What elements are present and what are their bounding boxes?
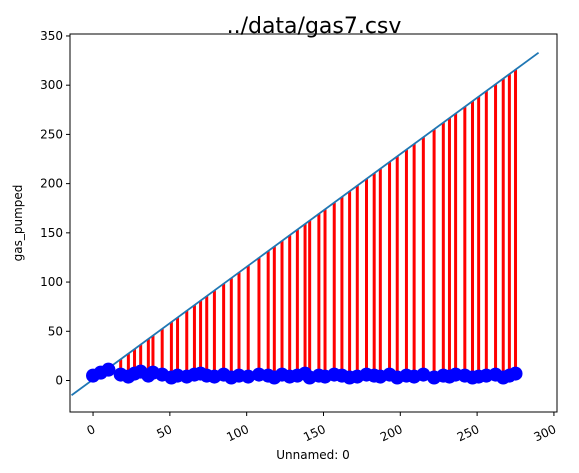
data-point	[416, 367, 431, 382]
y-tick-label: 350	[40, 29, 63, 43]
fit-line	[71, 51, 540, 396]
y-axis: 0 50 100 150 200 250 300 350	[40, 29, 70, 388]
y-tick-label: 50	[48, 324, 63, 338]
chart-title: ../data/gas7.csv	[227, 14, 402, 39]
x-axis: 0 50 100 150 200 250 300	[85, 412, 559, 444]
x-axis-label: Unnamed: 0	[276, 448, 350, 462]
y-tick-label: 300	[40, 78, 63, 92]
y-tick-label: 200	[40, 177, 63, 191]
data-point	[508, 366, 523, 381]
y-tick-label: 0	[55, 374, 63, 388]
axes-frame	[69, 33, 558, 413]
x-tick-label: 150	[301, 422, 328, 444]
x-tick-label: 300	[532, 422, 559, 444]
x-tick-label: 50	[154, 422, 174, 441]
plot-area	[71, 51, 540, 396]
x-tick-label: 200	[378, 422, 405, 444]
data-point	[101, 362, 116, 377]
y-tick-label: 150	[40, 226, 63, 240]
y-axis-label: gas_pumped	[11, 185, 25, 262]
x-tick-label: 250	[455, 422, 482, 444]
y-tick-label: 100	[40, 275, 63, 289]
data-point	[241, 369, 256, 384]
x-tick-label: 100	[224, 422, 251, 444]
y-tick-label: 250	[40, 127, 63, 141]
x-tick-label: 0	[85, 422, 98, 438]
